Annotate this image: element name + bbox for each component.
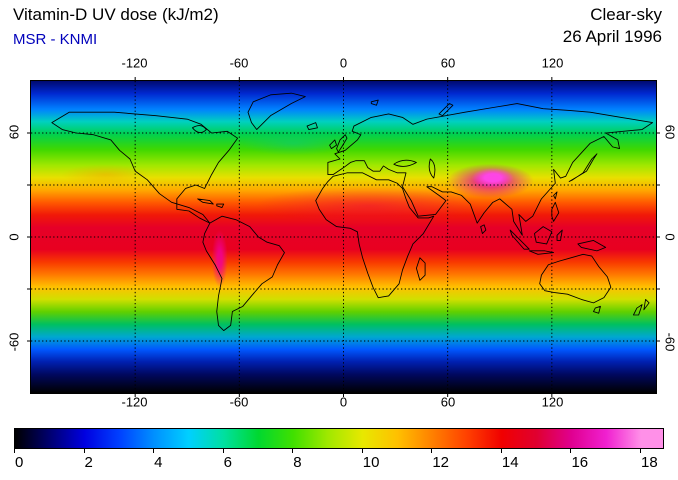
- colorbar-tick: [292, 449, 294, 453]
- colorbar-tick-label: 10: [362, 454, 380, 471]
- lon-tick-label-bottom: 0: [339, 394, 348, 410]
- colorbar-tick: [14, 449, 15, 453]
- lon-tick-label-top: 60: [440, 55, 456, 71]
- world-uv-heatmap: [30, 80, 657, 394]
- lon-tick-label-bottom: -60: [229, 394, 249, 410]
- lon-tick-label-top: -60: [229, 55, 249, 71]
- colorbar-tick-label: 14: [501, 454, 519, 471]
- lon-tick-label-bottom: 120: [541, 394, 564, 410]
- colorbar-tick: [431, 449, 433, 453]
- colorbar: [14, 428, 664, 449]
- colorbar-tick: [222, 449, 224, 453]
- data-source-label: MSR - KNMI: [13, 31, 98, 48]
- colorbar-tick: [640, 449, 641, 453]
- colorbar-tick-label: 2: [84, 454, 93, 471]
- colorbar-tick-label: 18: [641, 454, 658, 471]
- lat-tick-label-right: 0: [662, 233, 678, 241]
- colorbar-tick-label: 16: [571, 454, 589, 471]
- colorbar-tick-label: 0: [15, 454, 24, 471]
- lat-tick-label-left: 0: [6, 233, 22, 241]
- lon-tick-label-top: 0: [339, 55, 348, 71]
- lon-tick-label-top: -120: [121, 55, 148, 71]
- colorbar-tick-label: 6: [223, 454, 232, 471]
- sky-condition-label: Clear-sky: [590, 5, 662, 24]
- coastlines: [51, 92, 653, 332]
- colorbar-tick: [500, 449, 502, 453]
- axis-tick-marks: [27, 77, 660, 397]
- colorbar-tick: [83, 449, 85, 453]
- colorbar-tick: [570, 449, 572, 453]
- lon-tick-label-top: 120: [541, 55, 564, 71]
- graticule-gridlines: [31, 81, 656, 393]
- plot-title: Vitamin-D UV dose (kJ/m2): [13, 5, 219, 24]
- date-label: 26 April 1996: [562, 27, 662, 46]
- colorbar-tick: [361, 449, 363, 453]
- map-overlay: [31, 81, 656, 393]
- colorbar-tick-label: 4: [154, 454, 163, 471]
- continent-outlines: [51, 92, 653, 332]
- lon-tick-label-bottom: 60: [440, 394, 456, 410]
- lat-tick-label-right: -60: [662, 332, 678, 352]
- lat-tick-label-right: 60: [662, 125, 678, 140]
- colorbar-tick-label: 8: [293, 454, 302, 471]
- colorbar-tick: [153, 449, 155, 453]
- lat-tick-label-left: -60: [6, 332, 22, 352]
- lat-tick-label-left: 60: [6, 125, 22, 140]
- colorbar-tick-label: 12: [432, 454, 450, 471]
- lon-tick-label-bottom: -120: [121, 394, 148, 410]
